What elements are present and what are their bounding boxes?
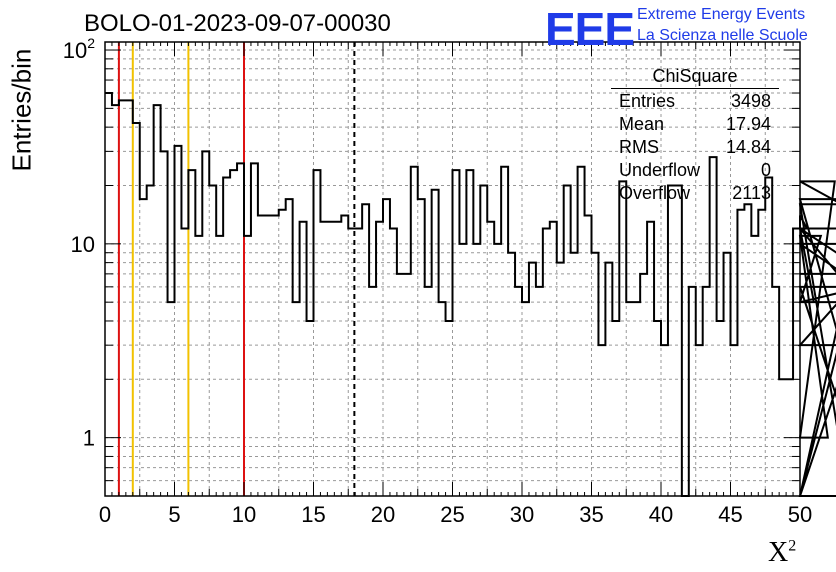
logo-text: Extreme Energy Events La Scienza nelle S… <box>637 4 808 46</box>
stats-row: Mean 17.94 <box>611 114 779 137</box>
stats-title: ChiSquare <box>611 66 779 89</box>
logo-line2: La Scienza nelle Scuole <box>637 27 808 44</box>
x-tick-label: 50 <box>788 502 812 527</box>
x-tick-label: 0 <box>99 502 111 527</box>
y-tick-labels: 1 10 102 <box>63 35 95 451</box>
stats-value: 0 <box>760 160 771 180</box>
x-tick-label: 30 <box>510 502 534 527</box>
x-tick-label: 45 <box>718 502 742 527</box>
x-tick-label: 5 <box>168 502 180 527</box>
stats-row: Entries 3498 <box>611 91 779 114</box>
x-tick-label: 15 <box>301 502 325 527</box>
x-tick-label: 40 <box>649 502 673 527</box>
stats-label: Overflow <box>619 183 691 203</box>
x-axis-label: X2 <box>768 537 797 568</box>
y-axis-label: Entries/bin <box>6 48 37 172</box>
stats-label: Mean <box>619 114 665 134</box>
stats-value: 17.94 <box>725 114 771 134</box>
stats-row: RMS 14.84 <box>611 137 779 160</box>
eee-logo: EEE <box>545 3 635 55</box>
stats-row: Overflow 2113 <box>611 183 779 206</box>
axis-ticks <box>104 42 801 497</box>
y-tick-label: 10 <box>71 232 95 257</box>
x-tick-label: 10 <box>232 502 256 527</box>
chart-title: BOLO-01-2023-09-07-00030 <box>84 10 391 37</box>
y-tick-label: 1 <box>83 426 95 451</box>
stats-row: Underflow 0 <box>611 160 779 183</box>
x-tick-label: 35 <box>579 502 603 527</box>
stats-label: Underflow <box>619 160 701 180</box>
stats-value: 2113 <box>732 183 771 203</box>
stats-box: ChiSquare Entries 3498 Mean 17.94 RMS 14.84… <box>611 66 779 206</box>
histogram-series <box>105 92 836 497</box>
stats-label: Entries <box>619 91 676 111</box>
logo-line1: Extreme Energy Events <box>637 6 806 23</box>
grid-lines <box>105 42 800 497</box>
stats-value: 14.84 <box>725 137 771 157</box>
y-tick-label: 102 <box>63 35 95 63</box>
stats-value: 3498 <box>730 91 771 111</box>
stats-label: RMS <box>619 137 659 157</box>
x-tick-labels: 0 5 10 15 20 25 30 35 40 45 50 <box>99 502 812 527</box>
x-tick-label: 25 <box>440 502 464 527</box>
x-tick-label: 20 <box>371 502 395 527</box>
